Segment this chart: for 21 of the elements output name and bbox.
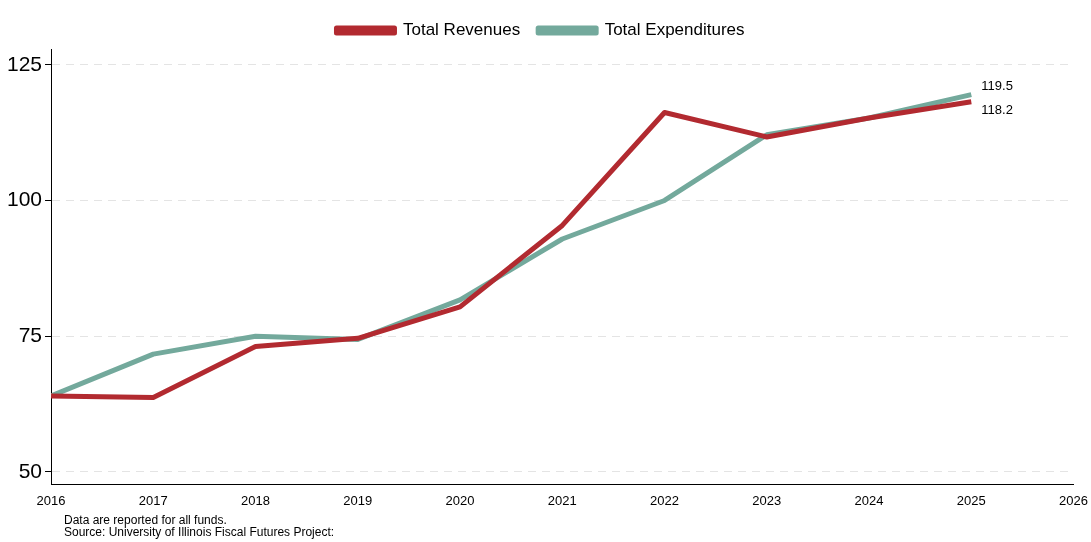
- y-tick-label: 75: [18, 322, 43, 346]
- text: Data are reported for all funds.: [64, 513, 227, 527]
- data-label: 118.2: [981, 101, 1013, 117]
- y-tick-label: 100: [6, 187, 43, 211]
- legend-label: Total Expenditures: [604, 20, 745, 40]
- x-tick-label: 2021: [547, 492, 577, 508]
- source-note: Source: University of Illinois Fiscal Futures Project:: [64, 525, 335, 539]
- x-tick-label: 2025: [956, 492, 986, 508]
- x-tick-label: 2016: [36, 492, 66, 508]
- x-tick-label: 2022: [650, 492, 679, 508]
- legend-label: Total Revenues: [402, 20, 521, 40]
- x-tick-label: 2023: [752, 492, 782, 508]
- y-tick-label: 50: [18, 458, 43, 482]
- y-tick-label: 125: [6, 51, 43, 75]
- x-tick-label: 2018: [241, 492, 270, 508]
- x-tick-label: 2026: [1059, 492, 1088, 508]
- x-tick-label: 2024: [854, 492, 884, 508]
- x-tick-label: 2017: [138, 492, 168, 508]
- data-label: 119.5: [981, 77, 1013, 93]
- x-tick-label: 2019: [343, 492, 373, 508]
- x-tick-label: 2020: [445, 492, 475, 508]
